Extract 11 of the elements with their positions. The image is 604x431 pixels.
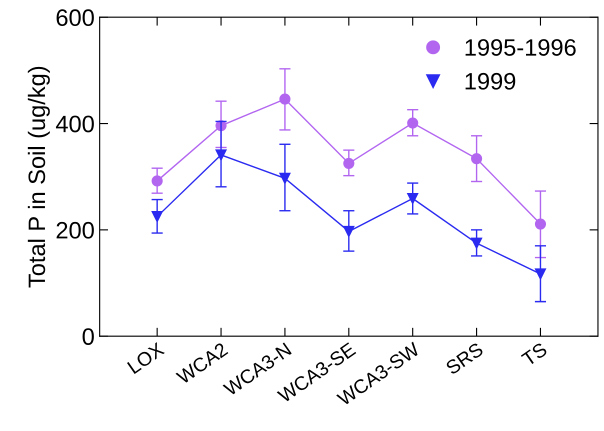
y-tick-label: 200 (56, 222, 94, 239)
legend-label: 1999 (466, 72, 516, 90)
point (534, 218, 546, 230)
legend-label: 1995-1996 (466, 39, 576, 56)
y-tick-label: 0 (82, 328, 94, 345)
y-axis-title: Total P in Soil (ug/kg) (28, 66, 50, 288)
x-tick-label: LOX (126, 342, 166, 374)
y-tick-label: 600 (56, 9, 94, 26)
y-tick-label: 400 (56, 116, 94, 132)
x-tick-label: SRS (444, 342, 484, 376)
x-tick-label: TS (520, 342, 548, 367)
